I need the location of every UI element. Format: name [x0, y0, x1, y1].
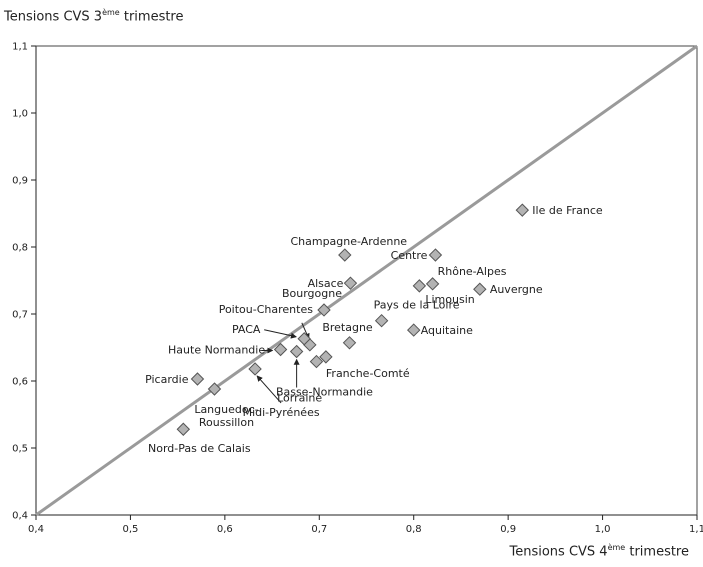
point-label: Poitou-Charentes — [219, 303, 314, 316]
point-label: Basse-Normandie — [276, 386, 373, 399]
point-label: Franche-Comté — [326, 367, 410, 380]
data-point — [248, 362, 262, 376]
point-label: Bourgogne — [282, 287, 342, 300]
data-point — [319, 350, 333, 364]
point-label: Roussillon — [199, 416, 254, 429]
data-point — [343, 276, 358, 290]
y-tick-label: 0,9 — [12, 176, 28, 187]
label-leader-line — [256, 375, 282, 404]
x-tick-label: 1,0 — [595, 524, 611, 535]
point-label: Nord-Pas de Calais — [148, 442, 251, 455]
data-point — [297, 332, 311, 346]
reference-line — [35, 44, 698, 517]
point-label: Auvergne — [490, 283, 543, 296]
data-point — [289, 344, 304, 359]
point-label: Aquitaine — [421, 324, 473, 337]
point-label: Centre — [391, 249, 428, 262]
point-label: Picardie — [145, 373, 189, 386]
y-tick-label: 0,6 — [12, 377, 28, 388]
point-label: Bretagne — [322, 321, 373, 334]
data-point — [428, 248, 443, 262]
point-label: Lorraine — [277, 392, 322, 405]
data-point — [190, 372, 205, 386]
data-point — [317, 303, 331, 317]
y-axis-title: Tensions CVS 3ème trimestre — [4, 8, 184, 25]
y-tick-label: 0,7 — [12, 310, 28, 321]
y-tick-label: 0,4 — [12, 511, 28, 522]
point-label: Champagne-Ardenne — [290, 235, 407, 248]
data-point — [309, 354, 324, 369]
data-point — [473, 282, 487, 296]
data-point — [407, 323, 421, 337]
label-leader-line — [264, 329, 297, 339]
x-tick-label: 1,1 — [689, 524, 703, 535]
point-label: Haute Normandie — [168, 344, 265, 357]
point-label: PACA — [232, 323, 261, 336]
x-tick-label: 0,5 — [122, 524, 138, 535]
data-point — [176, 422, 191, 436]
point-label: Rhône-Alpes — [438, 265, 507, 278]
x-axis-title: Tensions CVS 4ème trimestre — [509, 543, 690, 560]
point-label: Alsace — [308, 277, 344, 290]
x-tick-label: 0,8 — [406, 524, 422, 535]
point-label: Ile de France — [532, 204, 603, 217]
y-tick-label: 1,0 — [12, 109, 28, 120]
data-point — [342, 336, 357, 350]
x-tick-label: 0,4 — [28, 524, 44, 535]
data-point — [425, 277, 440, 291]
y-tick-label: 0,5 — [12, 444, 28, 455]
data-point — [412, 279, 427, 293]
data-point — [338, 248, 352, 262]
y-tick-label: 0,8 — [12, 243, 28, 254]
point-label: Midi-Pyrénées — [243, 406, 320, 419]
data-point — [374, 313, 389, 328]
x-tick-label: 0,9 — [500, 524, 516, 535]
point-label: Limousin — [425, 293, 474, 306]
data-point — [207, 382, 222, 396]
data-point — [515, 203, 530, 217]
y-tick-label: 1,1 — [12, 42, 28, 53]
data-point — [273, 342, 288, 357]
point-label: Languedoc- — [194, 403, 258, 416]
x-tick-label: 0,7 — [311, 524, 327, 535]
point-label: Pays de la Loire — [374, 299, 460, 312]
x-tick-label: 0,6 — [217, 524, 233, 535]
